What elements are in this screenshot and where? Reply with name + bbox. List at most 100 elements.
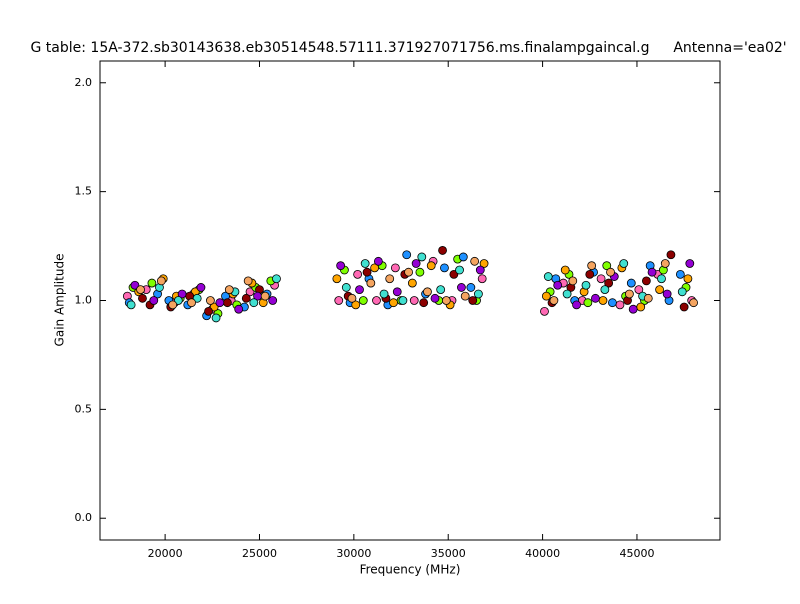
- data-point: [351, 300, 361, 310]
- data-point: [355, 285, 364, 295]
- data-point: [177, 289, 187, 299]
- data-point: [370, 263, 380, 273]
- data-point: [224, 285, 234, 295]
- data-point: [634, 285, 644, 295]
- data-point: [362, 267, 372, 277]
- data-point: [204, 306, 213, 316]
- data-point: [372, 296, 381, 305]
- data-point: [334, 296, 344, 305]
- data-point: [689, 298, 698, 308]
- data-point: [625, 289, 634, 299]
- data-point: [336, 261, 346, 271]
- data-point: [417, 252, 427, 262]
- data-point: [385, 274, 395, 284]
- data-point: [268, 296, 278, 305]
- data-point: [415, 267, 425, 277]
- data-point: [260, 291, 270, 301]
- data-point: [138, 293, 147, 303]
- data-point: [353, 269, 363, 279]
- data-point: [585, 269, 595, 279]
- data-point: [411, 259, 421, 268]
- data-point: [615, 300, 625, 310]
- data-point: [398, 296, 408, 305]
- data-point: [677, 287, 687, 297]
- data-point: [683, 274, 693, 284]
- data-point: [215, 298, 225, 308]
- data-point: [608, 298, 617, 308]
- data-point: [657, 274, 666, 284]
- data-point: [460, 291, 470, 301]
- data-point: [360, 259, 370, 268]
- data-point: [662, 289, 672, 299]
- data-point: [606, 267, 615, 277]
- data-point: [549, 296, 559, 305]
- x-tick-label: 35000: [431, 547, 466, 560]
- data-point: [234, 304, 244, 314]
- y-tick-label: 0.5: [75, 402, 93, 415]
- y-tick-label: 0.0: [75, 511, 93, 524]
- data-point: [568, 276, 578, 286]
- data-point: [423, 287, 432, 297]
- x-tick-label: 40000: [525, 547, 560, 560]
- data-point: [136, 285, 145, 295]
- data-point: [628, 304, 638, 314]
- chart-title: G table: 15A-372.sb30143638.eb30514548.5…: [30, 40, 649, 56]
- antenna-label: Antenna='ea02': [673, 40, 786, 56]
- data-point: [540, 306, 549, 316]
- data-point: [636, 302, 646, 312]
- data-point: [347, 293, 357, 303]
- data-point: [675, 269, 685, 279]
- data-point: [272, 274, 281, 284]
- data-point: [402, 250, 412, 260]
- x-tick-label: 25000: [242, 547, 277, 560]
- data-point: [685, 259, 695, 268]
- data-point: [332, 274, 342, 284]
- data-point: [591, 293, 600, 303]
- data-point: [541, 291, 551, 301]
- data-point: [440, 263, 449, 273]
- data-point: [341, 283, 351, 292]
- data-point: [666, 250, 676, 260]
- data-point: [389, 298, 398, 308]
- data-point: [581, 280, 591, 290]
- data-point: [438, 246, 447, 255]
- data-point: [419, 298, 429, 308]
- data-point: [126, 300, 136, 310]
- data-point: [211, 313, 221, 323]
- data-point: [358, 296, 368, 305]
- data-point: [604, 278, 614, 288]
- data-point: [475, 265, 485, 275]
- data-point: [373, 256, 383, 266]
- data-point: [641, 276, 651, 286]
- data-point: [596, 274, 606, 284]
- data-point: [583, 298, 593, 308]
- data-point: [655, 285, 665, 295]
- data-point: [543, 272, 553, 281]
- data-point: [468, 296, 478, 305]
- data-point: [562, 289, 572, 299]
- data-point: [187, 298, 196, 308]
- data-point: [409, 296, 419, 305]
- data-point: [407, 278, 417, 288]
- data-point: [222, 298, 232, 308]
- y-axis-label: Gain Amplitude: [53, 254, 67, 347]
- data-point: [572, 300, 581, 310]
- data-point: [147, 278, 157, 288]
- data-point: [466, 283, 476, 292]
- data-point: [379, 289, 389, 299]
- y-tick-label: 1.0: [75, 294, 93, 307]
- data-point: [390, 263, 400, 273]
- data-point: [426, 261, 436, 271]
- data-point: [560, 265, 570, 275]
- data-point: [598, 296, 608, 305]
- data-point: [679, 302, 689, 312]
- data-point: [249, 298, 259, 308]
- data-point: [602, 261, 612, 271]
- data-point: [457, 283, 466, 292]
- data-point: [441, 296, 451, 305]
- y-tick-label: 1.5: [75, 185, 93, 198]
- plot-frame: [99, 60, 721, 541]
- data-point: [643, 293, 653, 303]
- data-point: [587, 261, 597, 271]
